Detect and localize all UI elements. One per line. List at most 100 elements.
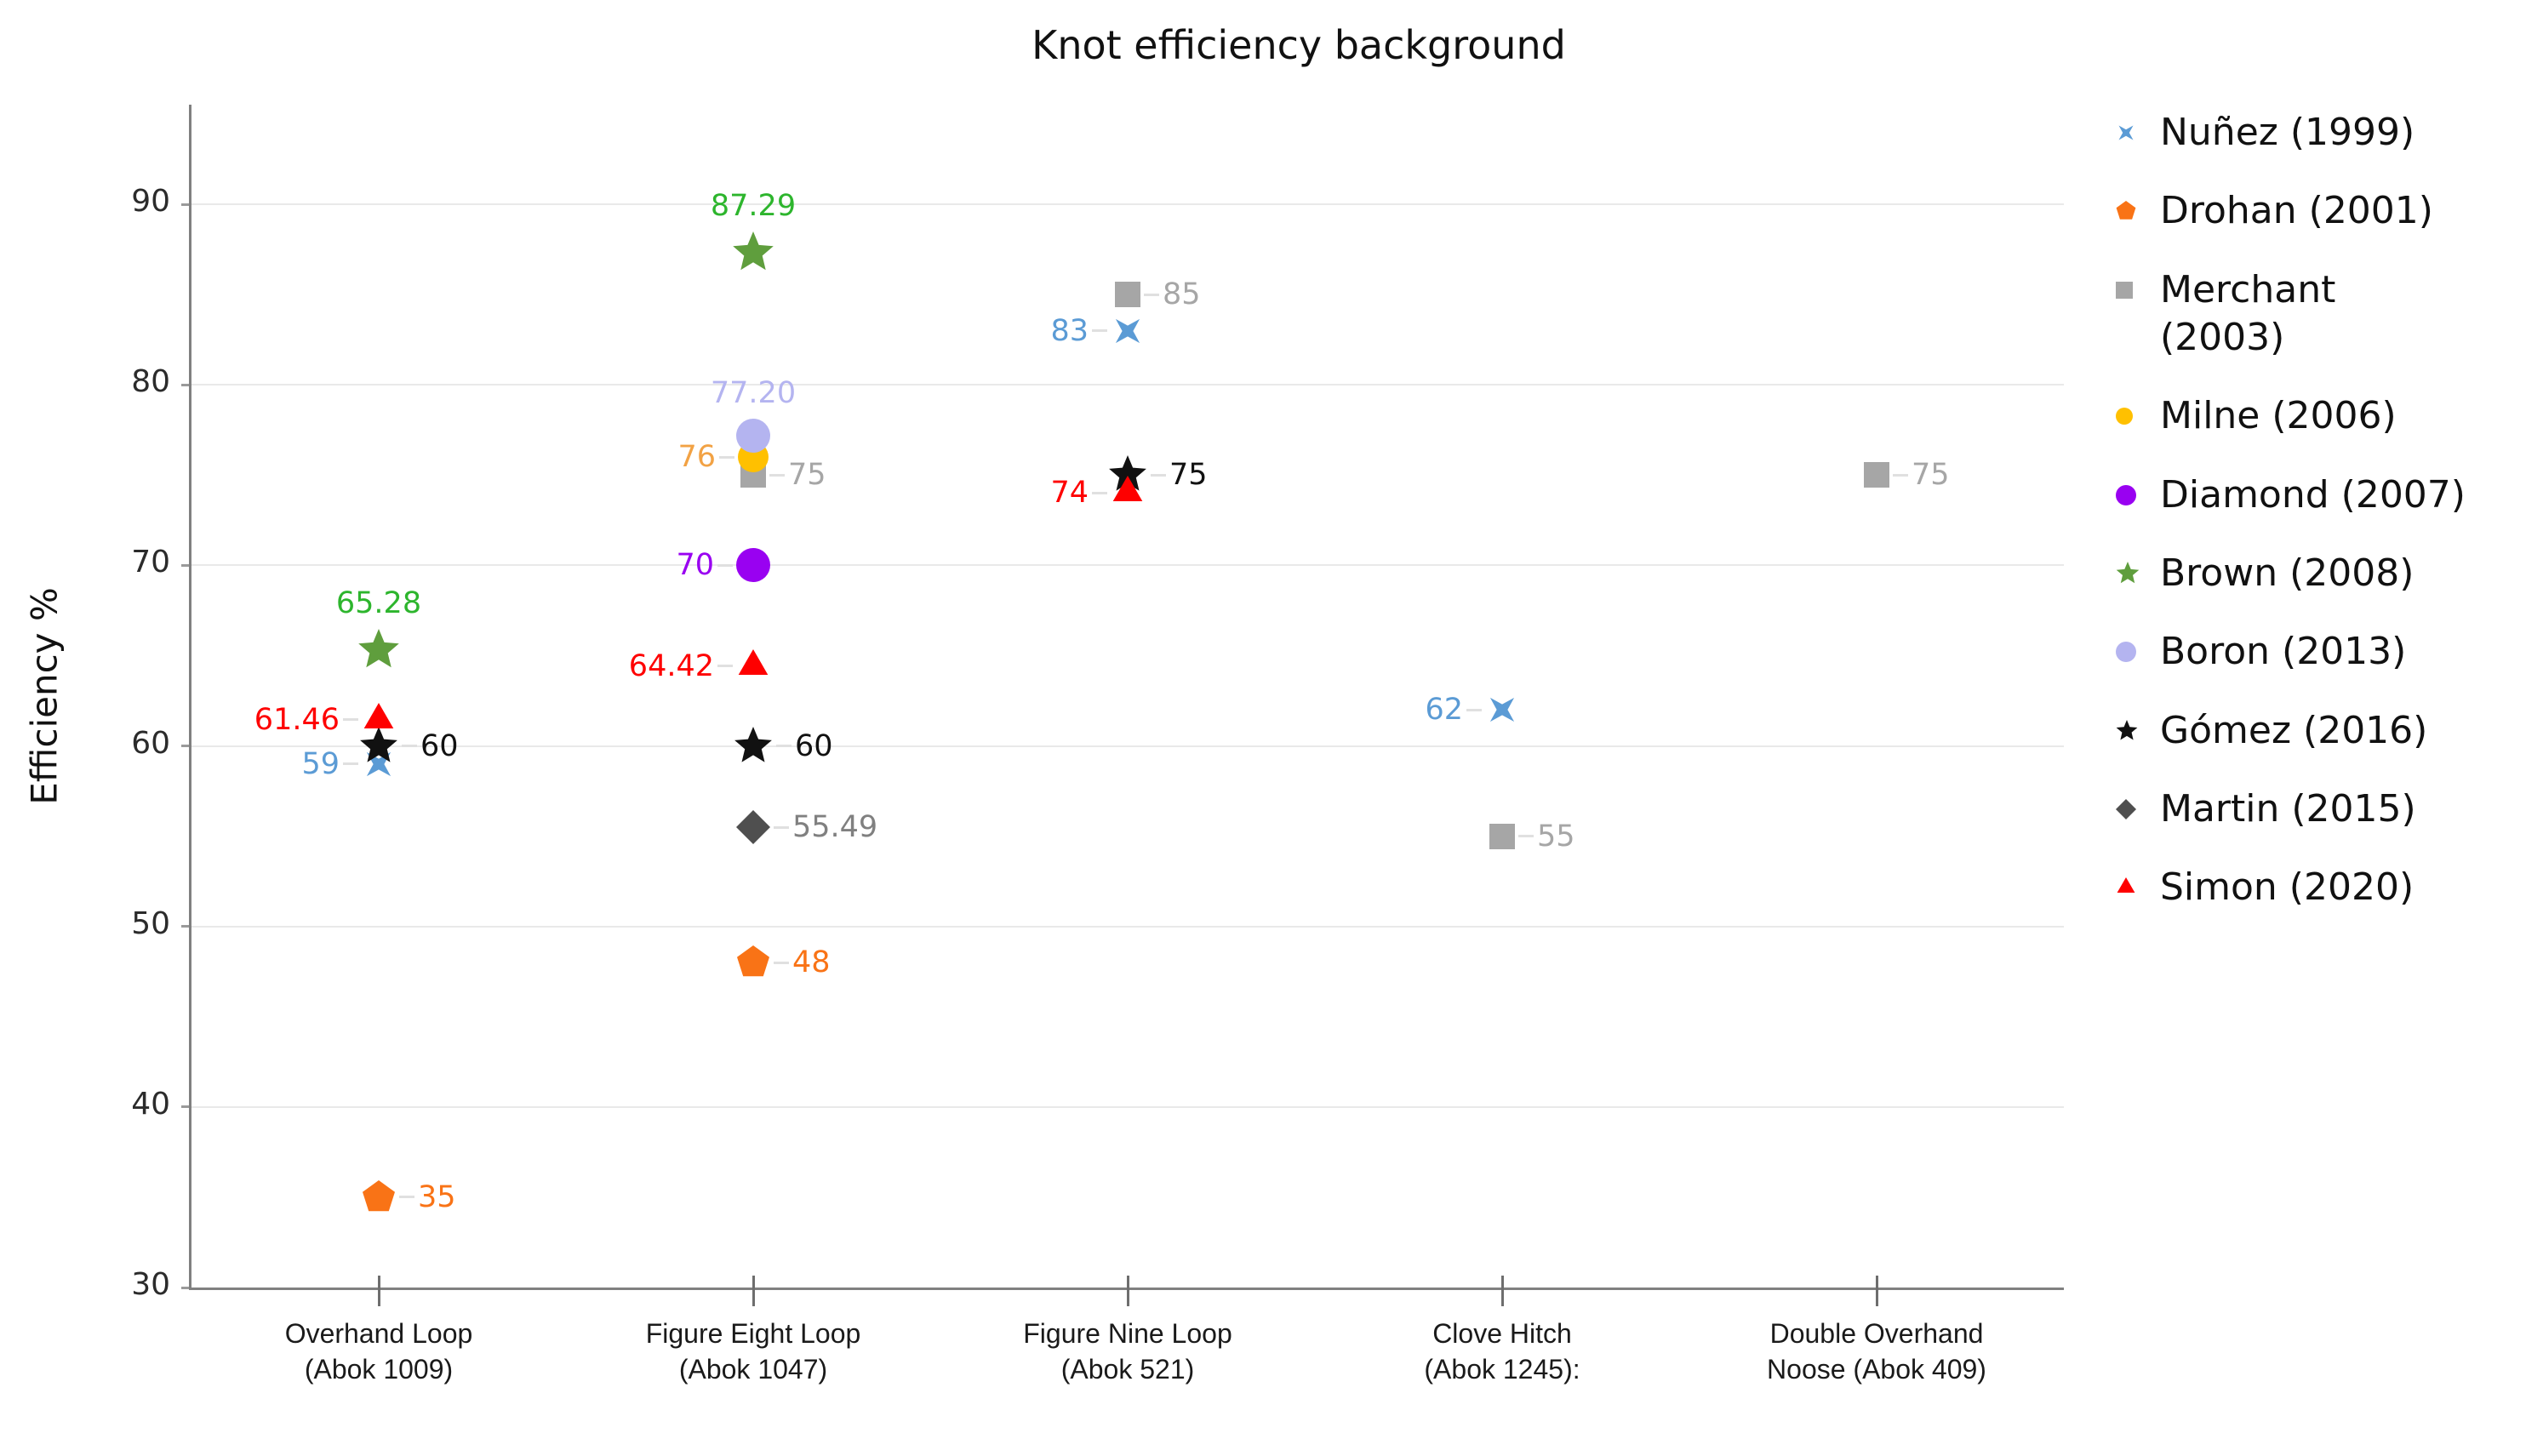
square-marker-icon xyxy=(1115,282,1140,308)
data-point-label: 74 xyxy=(1050,476,1089,511)
data-point-label: 48 xyxy=(792,945,831,980)
data-point-label: 87.29 xyxy=(710,189,797,224)
star-marker-icon xyxy=(359,726,398,766)
circle-marker-icon xyxy=(736,548,770,583)
legend-item[interactable]: Drohan (2001) xyxy=(2116,187,2507,235)
x-marker-icon xyxy=(2116,123,2160,143)
x-axis-label-line2: (Abok 1009) xyxy=(304,1354,454,1385)
label-leader-line xyxy=(774,961,789,964)
label-leader-line xyxy=(1092,491,1107,494)
data-point-label: 60 xyxy=(795,728,833,763)
x-tick-mark xyxy=(752,1276,755,1306)
label-leader-line xyxy=(717,563,733,567)
square-marker-icon xyxy=(2116,281,2160,299)
triangle-marker-icon xyxy=(1111,476,1145,510)
y-tick-mark xyxy=(181,203,191,206)
x-axis-label: Double Overhand Noose (Abok 409) xyxy=(1681,1316,2072,1387)
data-point-label: 76 xyxy=(677,440,716,475)
star-marker-icon xyxy=(357,629,400,671)
x-axis-label-line2: (Abok 1245): xyxy=(1424,1354,1580,1385)
data-point-label: 83 xyxy=(1050,313,1089,348)
y-tick-label: 30 xyxy=(131,1267,170,1302)
circle-marker-icon xyxy=(2116,642,2160,663)
data-point-label: 55.49 xyxy=(792,810,878,845)
legend: Nuñez (1999) Drohan (2001) Merchant (2003)… xyxy=(2116,109,2507,911)
x-marker-icon xyxy=(1111,314,1145,348)
gridline xyxy=(191,1105,2064,1108)
pentagon-marker-icon xyxy=(736,945,770,979)
label-leader-line xyxy=(717,665,733,668)
legend-item[interactable]: Gómez (2016) xyxy=(2116,707,2507,755)
square-marker-icon xyxy=(1864,462,1889,488)
data-point-label: 61.46 xyxy=(254,702,340,737)
pentagon-marker-icon xyxy=(362,1179,396,1214)
y-tick-mark xyxy=(181,563,191,567)
x-axis-label: Clove Hitch (Abok 1245): xyxy=(1306,1316,1698,1387)
legend-item[interactable]: Boron (2013) xyxy=(2116,628,2507,676)
legend-label: Brown (2008) xyxy=(2160,551,2415,595)
data-point-label: 59 xyxy=(301,746,340,781)
x-axis-label: Figure Nine Loop (Abok 521) xyxy=(932,1316,1323,1387)
x-tick-mark xyxy=(1126,1276,1129,1306)
x-tick-mark xyxy=(1500,1276,1504,1306)
label-leader-line xyxy=(1092,329,1107,333)
y-tick-mark xyxy=(181,383,191,386)
star-marker-icon xyxy=(2116,561,2160,585)
data-point-label: 75 xyxy=(1912,458,1950,493)
y-tick-mark xyxy=(181,745,191,747)
chart-title: Knot efficiency background xyxy=(1032,22,1566,68)
legend-item[interactable]: Merchant (2003) xyxy=(2116,266,2507,363)
x-axis-label: Overhand Loop (Abok 1009) xyxy=(183,1316,574,1387)
circle-marker-icon xyxy=(2116,484,2160,505)
legend-label: Merchant (2003) xyxy=(2160,267,2336,359)
y-tick-label: 60 xyxy=(131,725,170,761)
data-point-label: 55 xyxy=(1537,819,1575,854)
legend-label: Diamond (2007) xyxy=(2160,472,2466,517)
legend-item[interactable]: Simon (2020) xyxy=(2116,864,2507,911)
y-tick-label: 80 xyxy=(131,364,170,400)
x-marker-icon xyxy=(1485,693,1519,727)
y-axis-title: Efficiency % xyxy=(23,587,66,805)
label-leader-line xyxy=(774,825,789,829)
y-tick-mark xyxy=(181,925,191,928)
x-axis-label: Figure Eight Loop (Abok 1047) xyxy=(557,1316,949,1387)
legend-label: Gómez (2016) xyxy=(2160,708,2428,752)
pentagon-marker-icon xyxy=(2116,201,2160,221)
legend-item[interactable]: Milne (2006) xyxy=(2116,392,2507,440)
star-marker-icon xyxy=(732,231,774,274)
legend-item[interactable]: Brown (2008) xyxy=(2116,550,2507,597)
data-point-label: 64.42 xyxy=(628,648,714,683)
label-leader-line xyxy=(1144,293,1159,296)
star-marker-icon xyxy=(734,726,773,766)
x-tick-mark xyxy=(377,1276,380,1306)
label-leader-line xyxy=(1151,473,1166,477)
data-point-label: 75 xyxy=(1169,458,1208,493)
legend-item[interactable]: Martin (2015) xyxy=(2116,785,2507,833)
data-point-label: 77.20 xyxy=(710,375,797,410)
gridline xyxy=(191,564,2064,567)
data-point-label: 60 xyxy=(420,728,459,763)
data-point-label: 35 xyxy=(418,1179,456,1214)
gridline xyxy=(191,203,2064,205)
y-axis-line xyxy=(189,105,191,1290)
legend-label: Martin (2015) xyxy=(2160,786,2416,831)
circle-marker-icon xyxy=(2116,408,2160,425)
y-tick-label: 40 xyxy=(131,1086,170,1122)
gridline xyxy=(191,925,2064,928)
y-tick-label: 90 xyxy=(131,184,170,219)
legend-label: Drohan (2001) xyxy=(2160,189,2433,233)
x-axis-label-line2: (Abok 1047) xyxy=(678,1354,828,1385)
legend-item[interactable]: Diamond (2007) xyxy=(2116,471,2507,519)
legend-item[interactable]: Nuñez (1999) xyxy=(2116,109,2507,157)
label-leader-line xyxy=(343,718,358,722)
data-point-label: 65.28 xyxy=(335,586,422,621)
circle-marker-icon xyxy=(736,418,770,453)
triangle-marker-icon xyxy=(362,702,396,737)
x-axis-label-line1: Double Overhand xyxy=(1769,1318,1984,1349)
label-leader-line xyxy=(402,745,417,747)
label-leader-line xyxy=(343,762,358,766)
x-axis-label-line2: Noose (Abok 409) xyxy=(1767,1354,1986,1385)
label-leader-line xyxy=(1466,708,1482,711)
label-leader-line xyxy=(776,745,792,747)
x-axis-label-line1: Overhand Loop xyxy=(284,1318,473,1349)
